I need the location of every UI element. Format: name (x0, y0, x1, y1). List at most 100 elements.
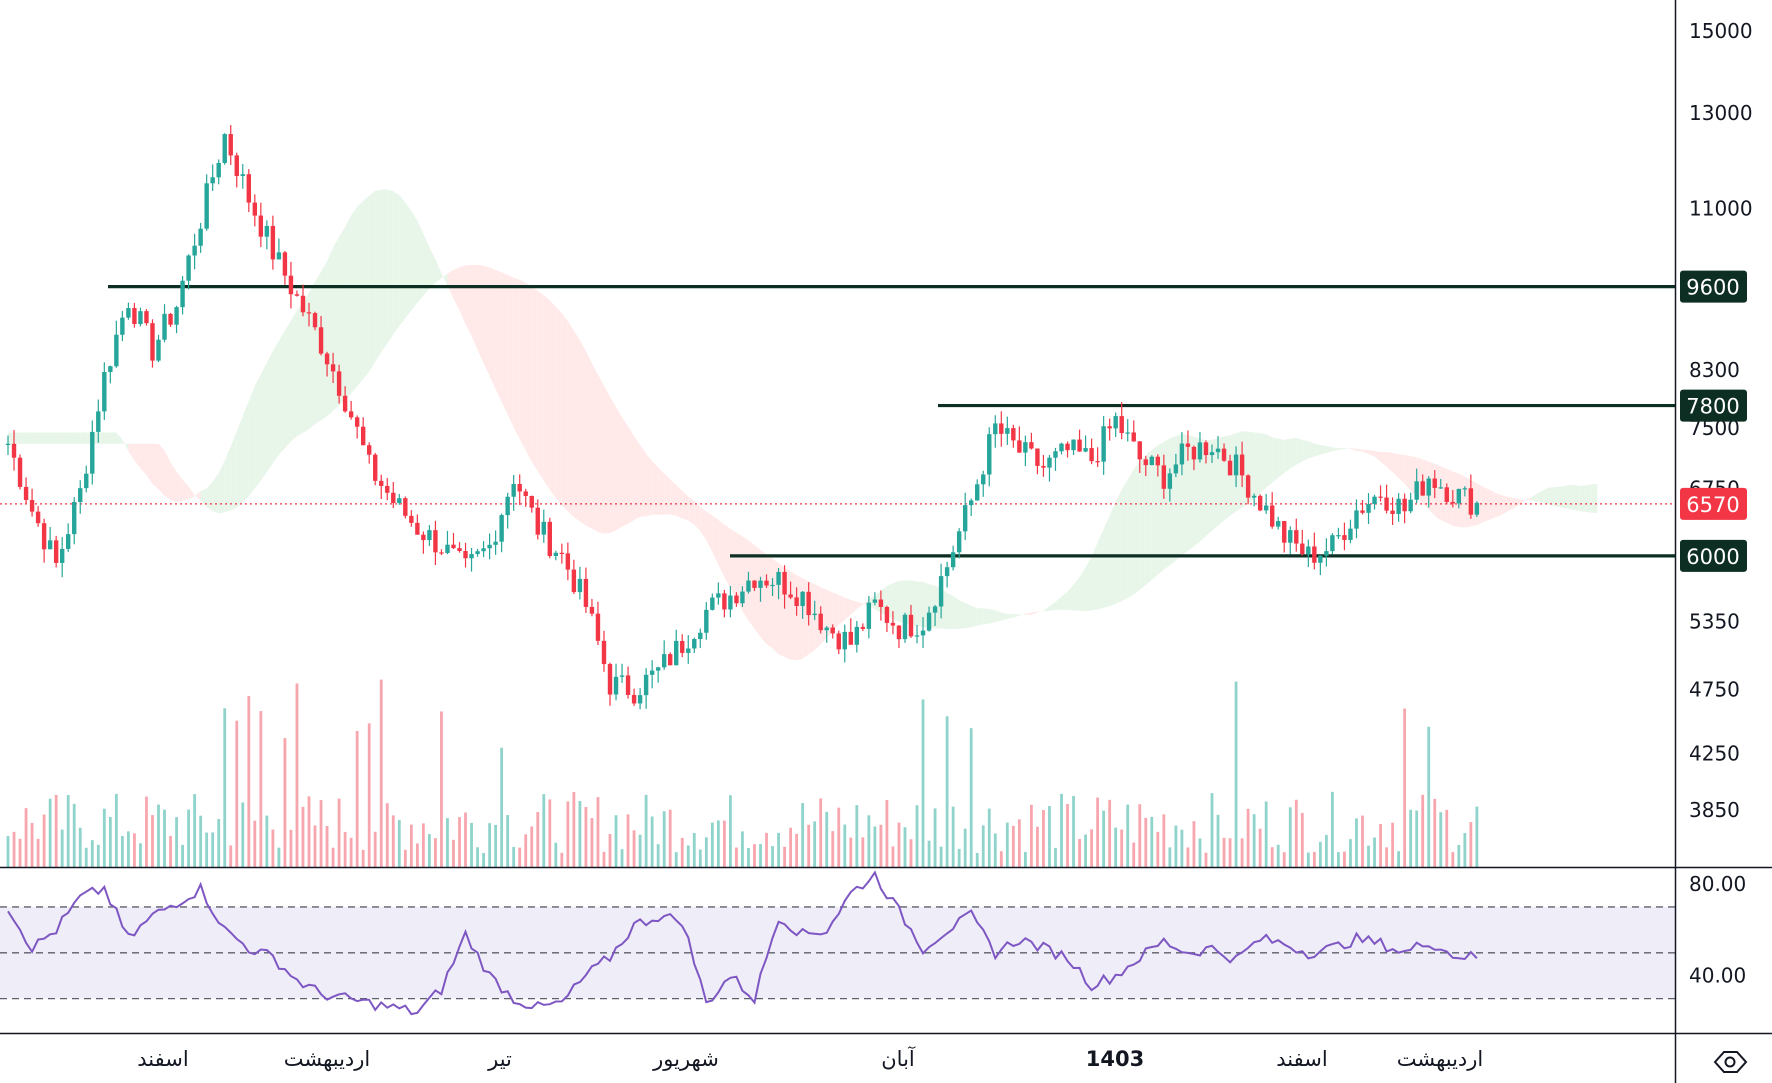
volume-bar (181, 844, 184, 867)
cloud-segment (706, 511, 713, 552)
volume-bar (951, 806, 955, 867)
cloud-segment (158, 443, 165, 496)
volume-bar (1397, 851, 1401, 867)
cloud-segment (1458, 473, 1465, 528)
candle (577, 566, 583, 600)
cloud-segment (453, 267, 460, 311)
cloud-segment (718, 519, 725, 577)
candle (1149, 455, 1154, 466)
volume-bar (458, 817, 461, 867)
volume-bar (464, 812, 467, 867)
candle-body (1137, 441, 1142, 460)
candle-body (890, 622, 896, 626)
cloud-segment (1434, 463, 1441, 521)
volume-bar (963, 828, 967, 867)
candle (571, 559, 577, 595)
candle-body (415, 522, 420, 535)
candle-body (108, 366, 113, 373)
candle (680, 634, 685, 658)
horizontal-levels[interactable] (0, 285, 1675, 558)
volume-bar (403, 849, 407, 867)
candle (132, 302, 137, 328)
time-axis[interactable]: اسفند اردیبهشت تیر شهریور آبان 1403 اسفند اردیب… (137, 1046, 1483, 1071)
candle (403, 496, 408, 519)
candle (144, 309, 149, 326)
volume-bar (355, 730, 359, 867)
cloud-segment (1561, 485, 1568, 509)
volume-bar (524, 834, 528, 867)
cloud-segment (152, 443, 159, 490)
candle-body (1029, 442, 1034, 449)
volume-bar (1312, 851, 1316, 867)
candle (1041, 454, 1046, 477)
cloud-segment (1121, 479, 1128, 602)
cloud-segment (1332, 447, 1339, 452)
cloud-segment (116, 432, 123, 444)
candle-body (529, 495, 534, 508)
cloud-segment (134, 443, 141, 469)
rsi-pane (0, 870, 1675, 1016)
volume-bar (283, 738, 287, 867)
candle (1263, 493, 1269, 514)
candle-body (722, 593, 727, 610)
candle (944, 561, 950, 588)
candle (758, 576, 763, 602)
cloud-segment (1500, 495, 1507, 516)
volume-bar (632, 830, 636, 867)
candle-body (5, 443, 11, 445)
volume-bar (114, 793, 118, 867)
candle (246, 169, 251, 213)
volume-bar (1276, 844, 1280, 867)
candle (794, 587, 799, 616)
cloud-segment (802, 578, 809, 659)
candle (487, 533, 492, 560)
candle-body (993, 423, 998, 435)
volume-bar (470, 822, 473, 867)
candle (174, 305, 179, 334)
volume-bar (1361, 815, 1364, 867)
cloud-segment (1446, 468, 1453, 526)
candle-body (1414, 481, 1419, 500)
candle-body (1065, 443, 1070, 451)
candle (776, 568, 781, 600)
candle-body (342, 395, 348, 412)
candle (535, 499, 540, 540)
candle-body (264, 225, 270, 237)
cloud-segment (230, 431, 237, 511)
volume-bar (139, 843, 142, 867)
candle-body (619, 675, 625, 677)
candle (848, 618, 853, 645)
cloud-segment (1579, 485, 1586, 512)
candle-body (505, 496, 510, 516)
volume-bar (301, 806, 305, 867)
candle-body (535, 507, 540, 535)
candle-body (1312, 546, 1317, 563)
candle (240, 164, 245, 189)
volume-bar (879, 824, 883, 867)
volume-bar (133, 833, 136, 867)
candle-body (1372, 496, 1377, 505)
volume-bar (30, 822, 34, 867)
volume-bar (1258, 828, 1262, 867)
candle (1390, 497, 1395, 526)
candle (5, 435, 11, 455)
level-badge-7800: 7800 (1680, 389, 1747, 422)
cloud-segment (1488, 489, 1495, 520)
cloud-segment (435, 259, 442, 283)
volume-bar (1192, 821, 1196, 867)
volume-bar (1421, 794, 1425, 867)
hexagon-settings-icon[interactable] (1713, 1051, 1748, 1073)
time-label: شهریور (652, 1047, 719, 1071)
volume-bar (542, 794, 546, 867)
candle-body (1390, 510, 1395, 514)
cloud-segment (1428, 461, 1435, 517)
cloud-segment (664, 473, 671, 515)
candle-body (1360, 510, 1365, 513)
candle-body (764, 580, 769, 586)
volume-bar (512, 846, 516, 867)
candle (138, 307, 143, 327)
candle (493, 530, 498, 555)
